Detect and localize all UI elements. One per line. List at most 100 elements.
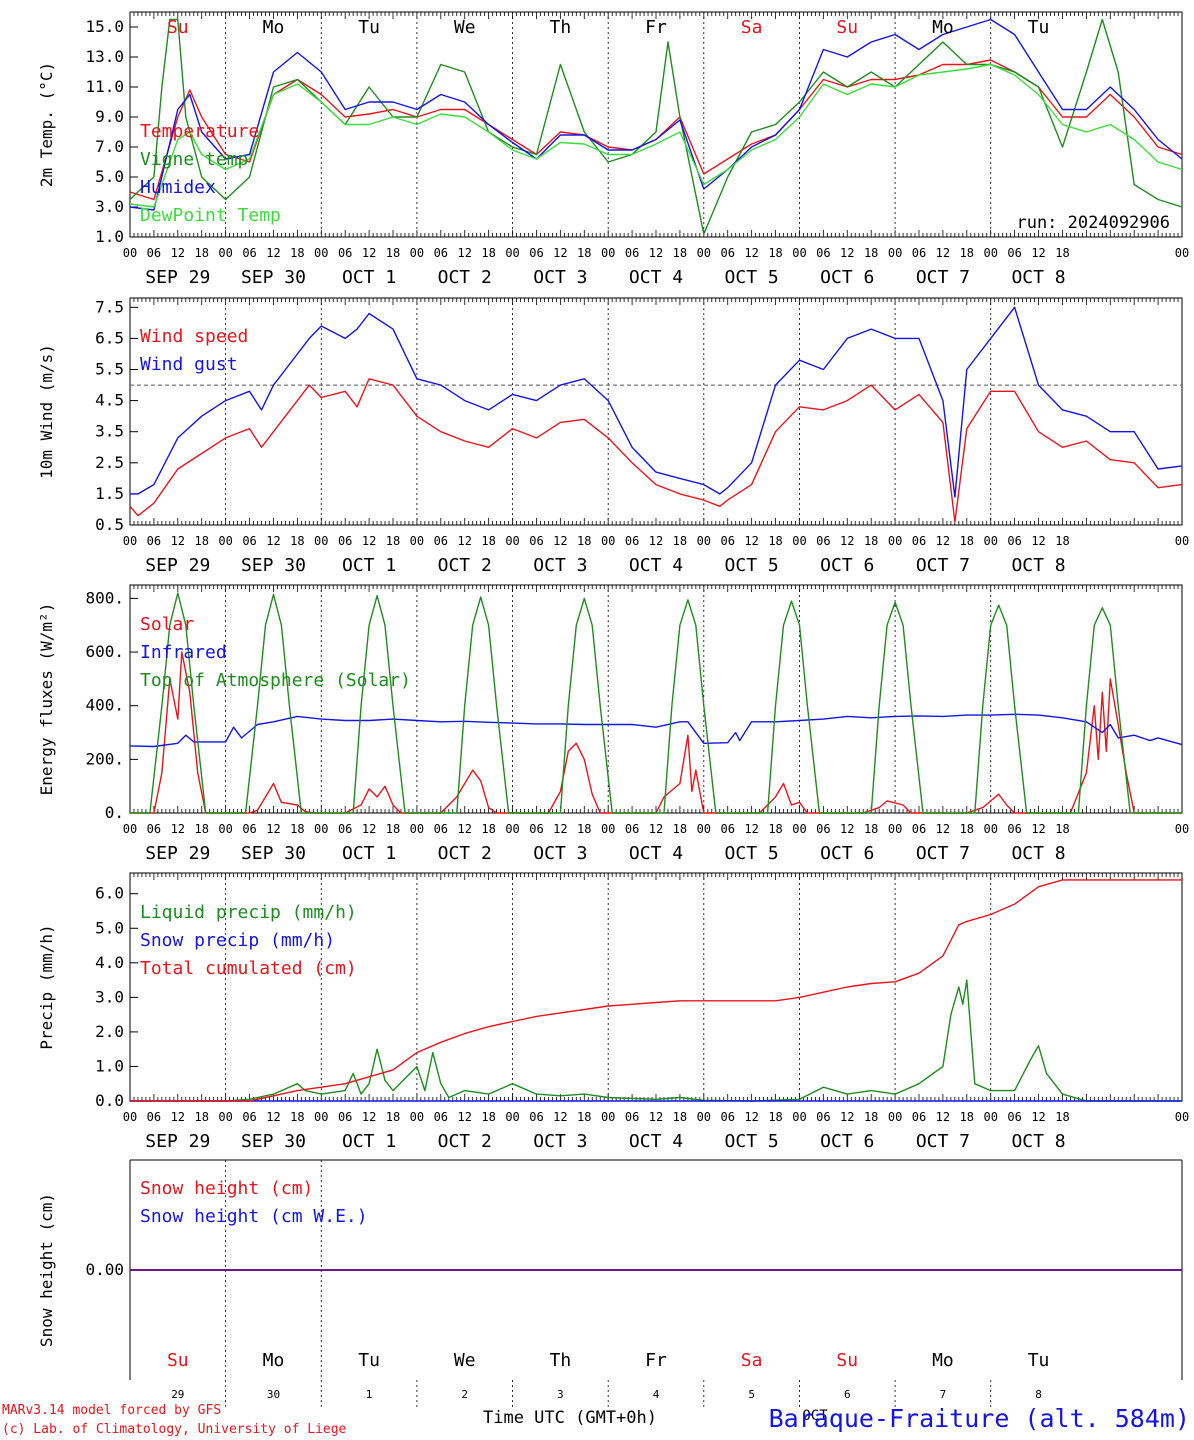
panel4-ytick-label: 0.0 [95, 1091, 124, 1110]
panel1-frame [129, 11, 1183, 238]
panel2-hour-label: 18 [960, 534, 974, 548]
panel2-date-label: OCT 4 [629, 555, 683, 576]
panel1-hour-label: 18 [864, 246, 878, 260]
panel3-hour-label: 06 [147, 822, 161, 836]
panel3-legend-entry: Top of Atmosphere (Solar) [140, 670, 411, 691]
panel3-hour-label: 06 [721, 822, 735, 836]
panel2-ytick-label: 3.5 [95, 422, 124, 441]
panel2-date-label: SEP 29 [145, 555, 210, 576]
panel4-ytick-label: 2.0 [95, 1022, 124, 1041]
panel1-hour-label: 06 [242, 246, 256, 260]
panel4-hour-label: 18 [673, 1110, 687, 1124]
panel4-hour-label: 00 [697, 1110, 711, 1124]
panel3-hour-label: 12 [553, 822, 567, 836]
panel1-hour-label: 00 [314, 246, 328, 260]
panel5-day-number: 29 [171, 1388, 184, 1401]
panel5-legend-entry: Snow height (cm W.E.) [140, 1206, 368, 1227]
panel2-hour-label: 12 [171, 534, 185, 548]
panel3-hour-label: 18 [673, 822, 687, 836]
panel1-weekday-label: Su [836, 17, 858, 38]
panel1-ytick-label: 15.0 [85, 17, 124, 36]
panel1-ytick-label: 1.0 [95, 227, 124, 246]
panel1-hour-label: 00 [792, 246, 806, 260]
panel4-date-label: OCT 1 [342, 1131, 396, 1152]
panel3-hour-label: 06 [816, 822, 830, 836]
panel3-date-label: OCT 8 [1011, 843, 1065, 864]
panel5-weekday-label: Mo [263, 1350, 285, 1371]
panel3-hour-label: 00 [601, 822, 615, 836]
panel1-hour-label: 00 [984, 246, 998, 260]
panel1-hour-label: 00 [218, 246, 232, 260]
panel4-hour-label: 18 [290, 1110, 304, 1124]
panel1-hour-label: 06 [625, 246, 639, 260]
chart-panels: 15.013.011.09.07.05.03.01.02m Temp. (°C)… [37, 11, 1189, 1424]
panel3-hour-label: 12 [171, 822, 185, 836]
panel1-weekday-label: Mo [263, 17, 285, 38]
panel5-day-number: 1 [366, 1388, 373, 1401]
panel2-date-label: OCT 7 [916, 555, 970, 576]
panel4-ytick-label: 6.0 [95, 884, 124, 903]
panel4-hour-label: 00 [218, 1110, 232, 1124]
panel3-hour-label: 06 [434, 822, 448, 836]
panel3-hour-label: 18 [386, 822, 400, 836]
panel3-hour-label: 12 [936, 822, 950, 836]
panel5-month-label: OCT [802, 1408, 828, 1424]
panel3-hour-label: 12 [1031, 822, 1045, 836]
panel2-hour-label: 12 [362, 534, 376, 548]
panel1-weekday-label: We [454, 17, 476, 38]
panel1-hour-label: 00 [601, 246, 615, 260]
panel3-legend-entry: Infrared [140, 642, 227, 663]
panel4-hour-label: 00 [984, 1110, 998, 1124]
panel4-hour-label: 18 [1055, 1110, 1069, 1124]
panel1-hour-label: 06 [721, 246, 735, 260]
panel1-hour-label: 06 [1007, 246, 1021, 260]
panel1-hour-label: 12 [171, 246, 185, 260]
panel4-date-label: OCT 3 [533, 1131, 587, 1152]
panel3-ytick-label: 200. [85, 749, 124, 768]
panel4-legend-entry: Snow precip (mm/h) [140, 930, 335, 951]
panel5-day-number: 8 [1035, 1388, 1042, 1401]
panel1-hour-label: 18 [1055, 246, 1069, 260]
panel2-frame [129, 297, 1183, 526]
panel4-hour-label: 06 [1007, 1110, 1021, 1124]
panel4-date-label: OCT 8 [1011, 1131, 1065, 1152]
panel2-hour-label: 00 [123, 534, 137, 548]
panel4-date-label: SEP 30 [241, 1131, 306, 1152]
panel4-hour-label: 18 [768, 1110, 782, 1124]
panel1-weekday-label: Th [550, 17, 572, 38]
panel3-date-label: OCT 5 [725, 843, 779, 864]
panel2-y-axis-title: 10m Wind (m/s) [37, 344, 56, 479]
panel4-date-label: OCT 5 [725, 1131, 779, 1152]
panel3-frame [129, 584, 1183, 814]
panel3-hour-label: 00 [505, 822, 519, 836]
panel2-hour-label: 00 [697, 534, 711, 548]
panel4-hour-label: 06 [147, 1110, 161, 1124]
panel4-hour-label: 18 [195, 1110, 209, 1124]
panel3-hour-label: 00 [792, 822, 806, 836]
panel2-ytick-label: 2.5 [95, 453, 124, 472]
panel1-hour-label: 00 [505, 246, 519, 260]
panel4-hour-label: 00 [410, 1110, 424, 1124]
panel5-weekday-label: Tu [358, 1350, 380, 1371]
panel1-legend-entry: Temperature [140, 121, 259, 142]
panel5-day-number: 3 [557, 1388, 564, 1401]
panel2-hour-label: 00 [601, 534, 615, 548]
panel3-hour-label: 12 [649, 822, 663, 836]
panel5-weekday-label: Th [550, 1350, 572, 1371]
panel3-hour-label: 06 [625, 822, 639, 836]
panel4-hour-label: 00 [792, 1110, 806, 1124]
panel5-ytick-label: 0.00 [85, 1260, 124, 1279]
panel5-day-number: 30 [267, 1388, 280, 1401]
panel1-hour-label: 12 [649, 246, 663, 260]
panel1-series-dewpoint-temp [129, 63, 1183, 208]
panel2-hour-label: 06 [529, 534, 543, 548]
panel4-hour-label: 06 [625, 1110, 639, 1124]
panel1-ytick-label: 13.0 [85, 47, 124, 66]
panel1-weekday-label: Fr [645, 17, 667, 38]
panel2-hour-label: 00 [888, 534, 902, 548]
panel3-ytick-label: 800. [85, 588, 124, 607]
panel1-hour-label: 00 [410, 246, 424, 260]
panel4-date-label: OCT 6 [820, 1131, 874, 1152]
panel1-series-vigne-temp [129, 18, 1183, 235]
